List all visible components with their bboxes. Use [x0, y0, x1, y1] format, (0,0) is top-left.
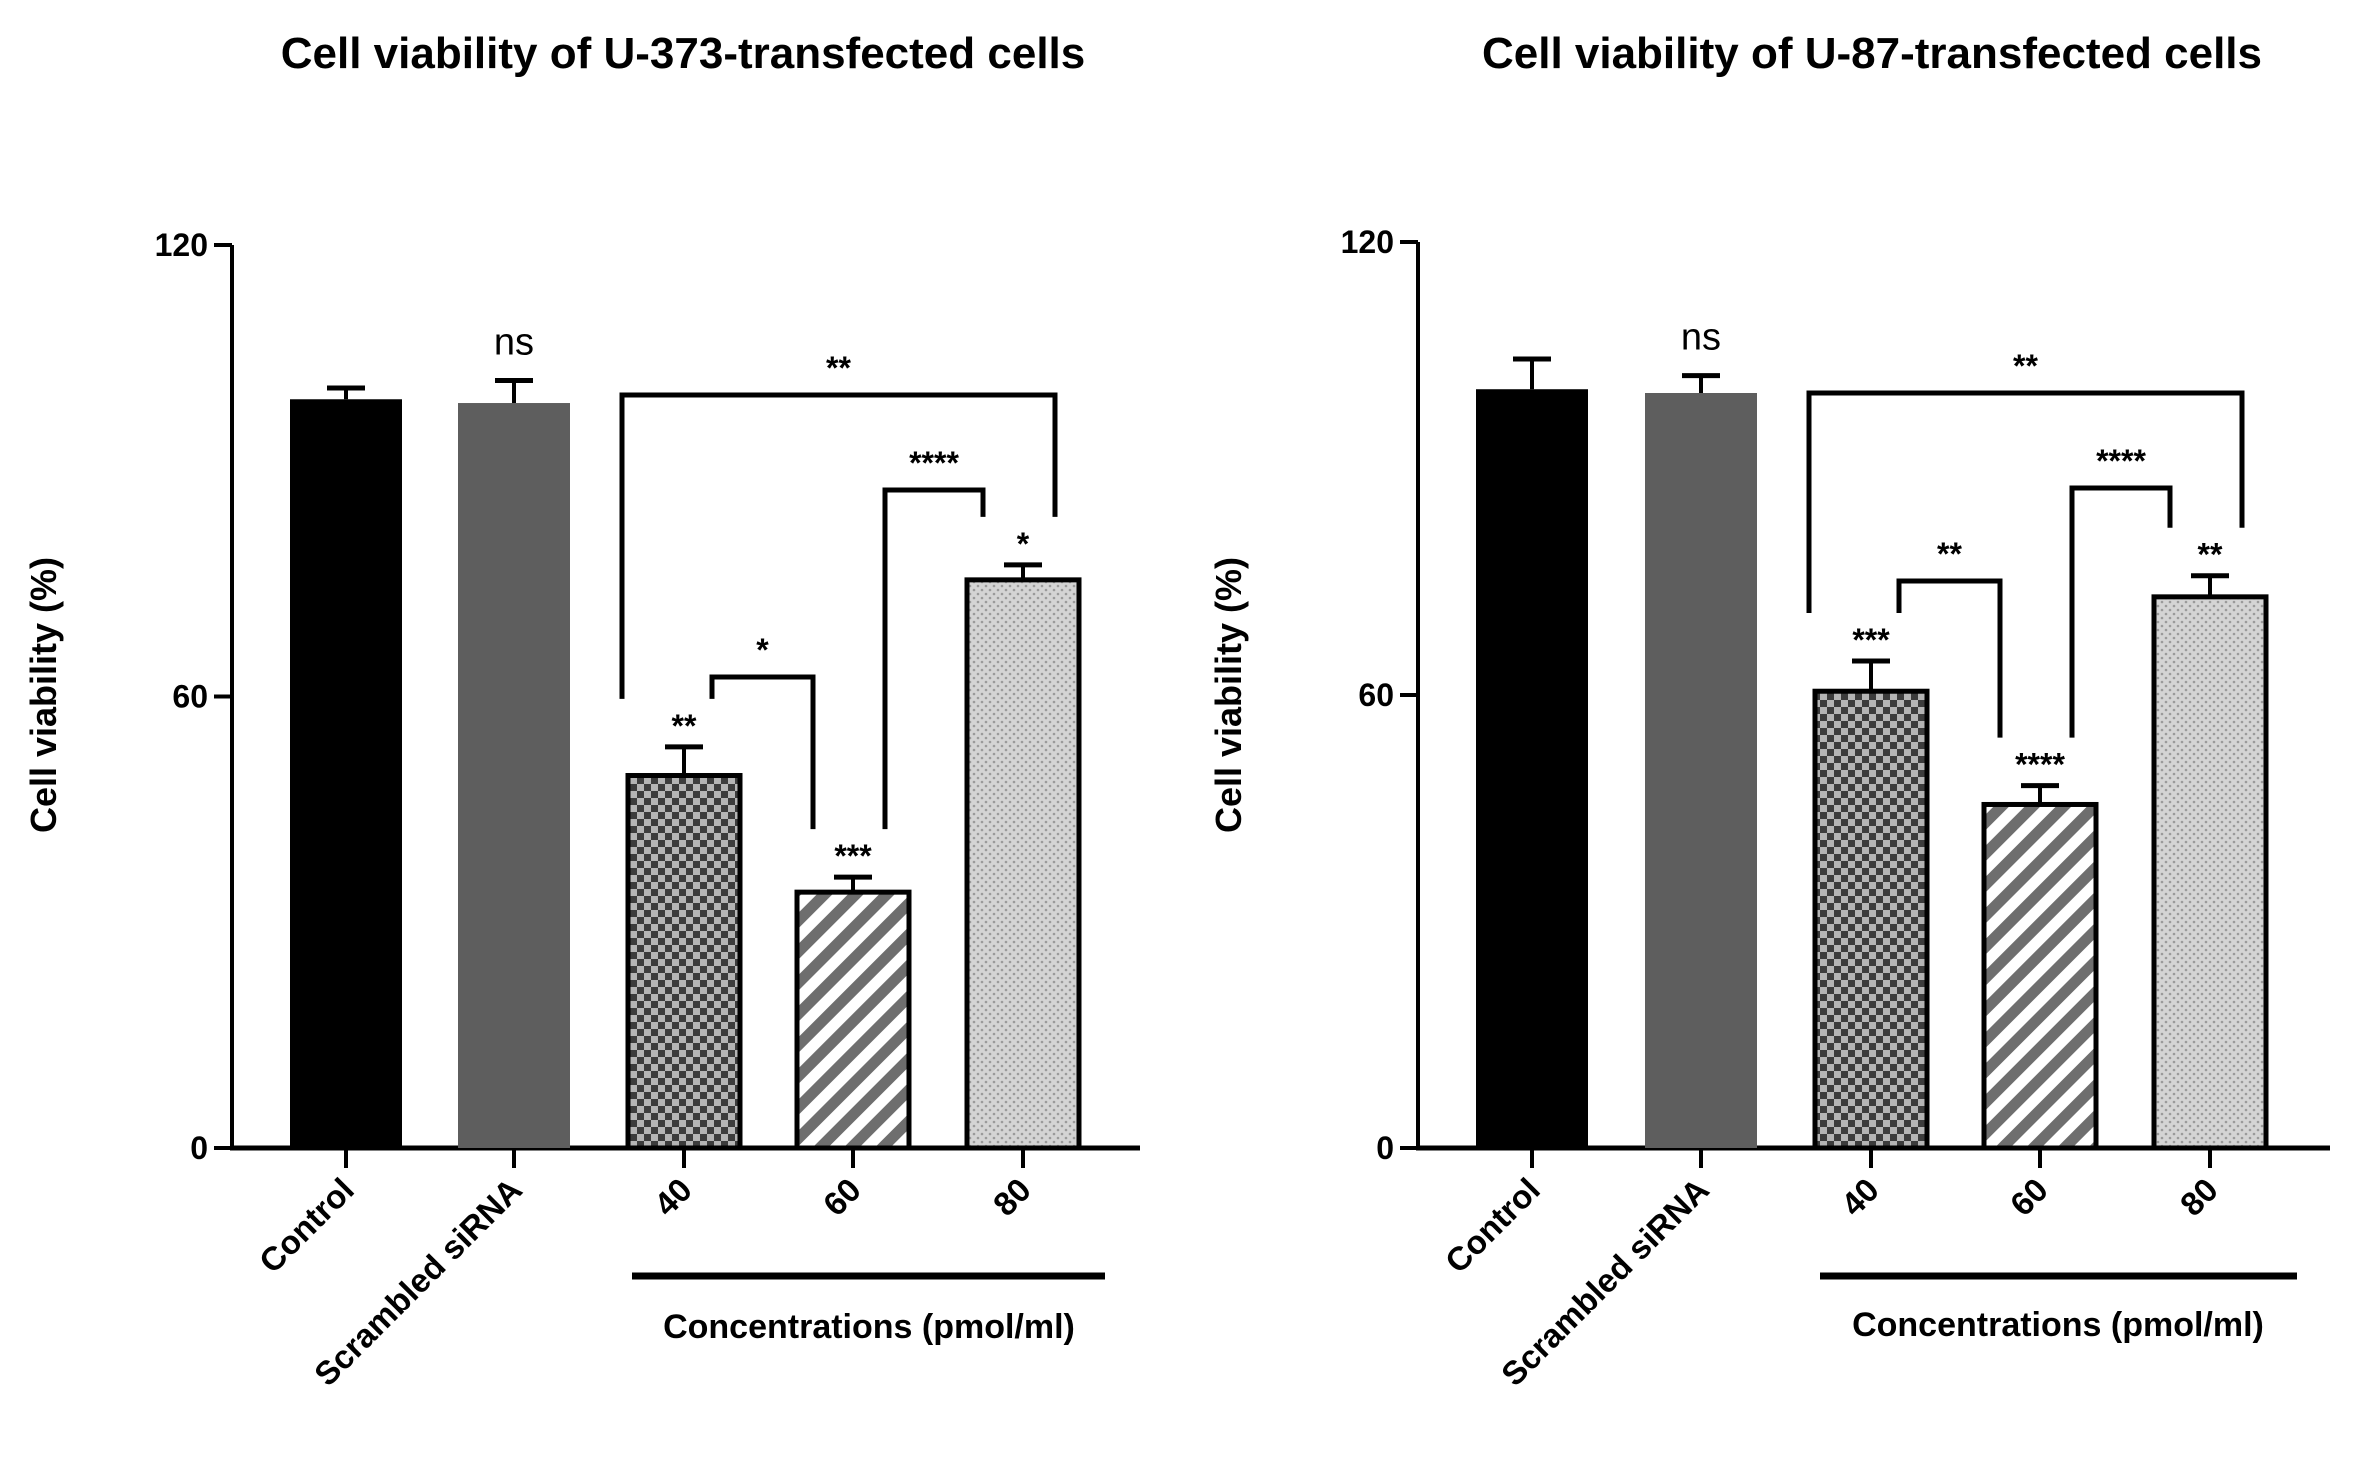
bracket-label: ** — [2013, 348, 2038, 384]
chart-panel-u373: Cell viability of U-373-transfected cell… — [23, 29, 1140, 1393]
comparison-bracket — [882, 487, 986, 830]
y-axis-label: Cell viability (%) — [23, 557, 64, 833]
bracket-label: **** — [909, 445, 959, 481]
bar-4 — [1981, 801, 2099, 1151]
significance-label: ns — [1681, 317, 1721, 359]
x-tick-label: 60 — [816, 1171, 868, 1223]
x-tick-label: Control — [1438, 1171, 1547, 1280]
comparison-bracket — [1896, 578, 2003, 738]
y-tick-label: 120 — [155, 227, 208, 263]
chart-title: Cell viability of U-373-transfected cell… — [281, 29, 1086, 78]
bracket-label: * — [756, 632, 769, 668]
bracket-label: ** — [1937, 536, 1962, 572]
x-tick-label: 80 — [2173, 1171, 2225, 1223]
significance-label: ns — [494, 321, 534, 363]
comparison-bracket — [2069, 485, 2173, 738]
x-tick-label: Control — [252, 1171, 361, 1280]
significance-label: *** — [834, 838, 872, 874]
x-tick-label: 40 — [1834, 1171, 1886, 1223]
comparison-bracket — [619, 392, 1058, 699]
group-label: Concentrations (pmol/ml) — [1852, 1306, 2264, 1344]
x-tick-label: 80 — [986, 1171, 1038, 1223]
significance-label: *** — [1852, 622, 1890, 658]
bracket-label: ** — [826, 350, 851, 386]
y-tick-label: 60 — [1358, 677, 1394, 713]
significance-label: ** — [2198, 537, 2223, 573]
chart-title: Cell viability of U-87-transfected cells — [1482, 29, 2262, 78]
bar-3 — [625, 773, 743, 1151]
x-tick-label: 60 — [2003, 1171, 2055, 1223]
x-tick-label: 40 — [647, 1171, 699, 1223]
bar-4 — [794, 889, 912, 1151]
y-tick-label: 120 — [1341, 224, 1394, 260]
bar-2 — [458, 403, 570, 1148]
bar-3 — [1812, 688, 1930, 1151]
comparison-bracket — [1806, 390, 2245, 614]
bar-5 — [964, 577, 1082, 1151]
bar-2 — [1645, 393, 1757, 1148]
y-tick-label: 0 — [1376, 1130, 1394, 1166]
bracket-label: **** — [2096, 443, 2146, 479]
significance-label: **** — [2015, 747, 2065, 783]
y-tick-label: 0 — [190, 1130, 208, 1166]
comparison-bracket — [709, 674, 816, 830]
y-axis-label: Cell viability (%) — [1208, 557, 1249, 833]
significance-label: ** — [672, 708, 697, 744]
bar-5 — [2151, 594, 2269, 1151]
chart-panel-u87: Cell viability of U-87-transfected cells… — [1208, 29, 2330, 1393]
y-tick-label: 60 — [172, 679, 208, 715]
significance-label: * — [1017, 526, 1030, 562]
bar-1 — [1476, 389, 1588, 1149]
group-label: Concentrations (pmol/ml) — [663, 1308, 1075, 1346]
bar-1 — [290, 399, 402, 1148]
